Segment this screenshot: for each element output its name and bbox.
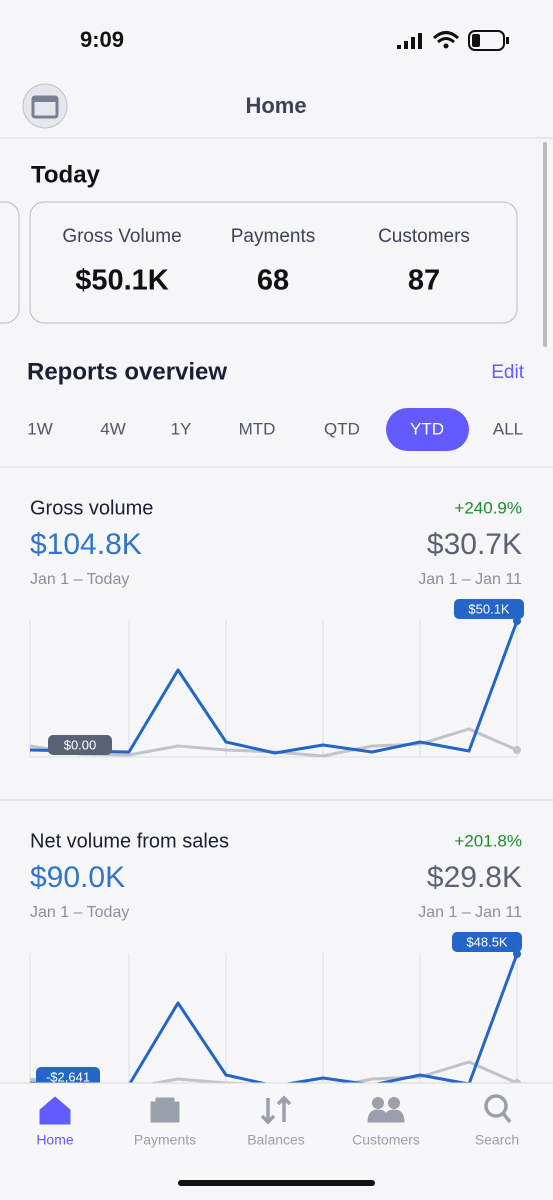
card-change: +240.9% bbox=[454, 498, 522, 517]
range-tab[interactable]: YTD bbox=[410, 419, 444, 438]
range-tab[interactable]: QTD bbox=[324, 419, 360, 438]
card-total: $90.0K bbox=[30, 861, 125, 894]
tab[interactable]: Balances bbox=[247, 1095, 305, 1148]
header-title: Home bbox=[245, 93, 306, 118]
stat-value: $50.1K bbox=[75, 265, 169, 297]
stat-label: Gross Volume bbox=[62, 226, 181, 247]
card-title: Gross volume bbox=[30, 497, 153, 519]
card-change: +201.8% bbox=[454, 831, 522, 850]
max-label-bg bbox=[452, 932, 522, 952]
card-period: Jan 1 – Jan 11 bbox=[418, 571, 522, 588]
tab-icon bbox=[367, 1109, 405, 1123]
min-label: -$2,641 bbox=[46, 1069, 90, 1084]
max-label: $48.5K bbox=[466, 934, 508, 949]
edit-button[interactable]: Edit bbox=[491, 362, 524, 383]
stat-label: Payments bbox=[231, 226, 315, 247]
report-card[interactable]: Gross volume +240.9% $104.8K $30.7K Jan 1 – … bbox=[29, 497, 524, 758]
store-icon[interactable] bbox=[22, 83, 68, 129]
tab-label: Home bbox=[36, 1132, 74, 1148]
volume-line bbox=[29, 620, 519, 755]
tab-label: Balances bbox=[247, 1132, 305, 1148]
tab-icon bbox=[260, 1095, 292, 1125]
tab[interactable]: Customers bbox=[352, 1097, 420, 1148]
report-card[interactable]: Net volume from sales +201.8% $90.0K $29.8K… bbox=[29, 830, 522, 1091]
tab-icon bbox=[39, 1096, 71, 1125]
tab[interactable]: Home bbox=[36, 1096, 74, 1148]
range-tab[interactable]: 1W bbox=[27, 419, 53, 438]
tab-label: Search bbox=[475, 1132, 519, 1148]
tab[interactable]: Payments bbox=[134, 1097, 196, 1148]
tab-label: Customers bbox=[352, 1132, 420, 1148]
today-card[interactable] bbox=[29, 201, 518, 324]
min-label-bg bbox=[48, 735, 112, 755]
card-edge bbox=[0, 201, 20, 324]
tab[interactable]: Search bbox=[475, 1094, 519, 1148]
card-title: Net volume from sales bbox=[30, 830, 229, 852]
tab-icon bbox=[484, 1094, 512, 1124]
volume-line bbox=[29, 953, 519, 1088]
card-compare: $30.7K bbox=[427, 528, 522, 561]
scrollbar bbox=[543, 142, 547, 347]
card-compare: $29.8K bbox=[427, 861, 522, 894]
section-title: Today bbox=[31, 161, 101, 188]
card-total: $104.8K bbox=[30, 528, 142, 561]
section-title: Reports overview bbox=[27, 358, 227, 385]
home-indicator bbox=[178, 1180, 375, 1186]
range-tab[interactable]: ALL bbox=[493, 419, 523, 438]
card-period: Jan 1 – Today bbox=[30, 904, 129, 921]
card-period: Jan 1 – Jan 11 bbox=[418, 904, 522, 921]
range-tab[interactable]: MTD bbox=[239, 419, 276, 438]
max-label: $50.1K bbox=[468, 601, 510, 616]
stat-value: 68 bbox=[257, 265, 289, 297]
range-tab[interactable]: 1Y bbox=[171, 419, 192, 438]
tab-icon bbox=[372, 1097, 384, 1109]
tab-label: Payments bbox=[134, 1132, 196, 1148]
range-tab[interactable]: 4W bbox=[100, 419, 126, 438]
status-icons bbox=[397, 30, 509, 51]
stat-label: Customers bbox=[378, 226, 470, 247]
stat-value: 87 bbox=[408, 265, 440, 297]
tab-icon bbox=[388, 1097, 400, 1109]
min-label: $0.00 bbox=[64, 737, 97, 752]
max-label-bg bbox=[454, 599, 524, 619]
min-label-bg bbox=[36, 1067, 100, 1087]
card-period: Jan 1 – Today bbox=[30, 571, 129, 588]
compare-dot bbox=[513, 746, 521, 754]
range-selected bbox=[386, 408, 469, 451]
tab-icon bbox=[150, 1097, 180, 1123]
status-time: 9:09 bbox=[80, 27, 124, 52]
